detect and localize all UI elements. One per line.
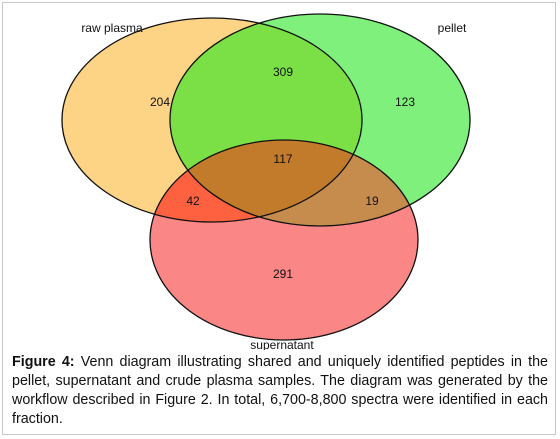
region-value: 123 <box>395 95 415 109</box>
set-label: pellet <box>438 21 467 35</box>
region-value: 117 <box>273 152 292 166</box>
region-value: 42 <box>186 194 200 208</box>
region-value: 309 <box>273 65 293 79</box>
set-outline <box>61 17 363 223</box>
venn-diagram: raw plasma pellet supernatant 204 123 291 309 4… <box>61 13 471 350</box>
caption-text: Venn diagram illustrating shared and uni… <box>12 354 548 427</box>
set-outline <box>169 13 471 227</box>
region-value: 204 <box>150 95 170 109</box>
caption-label: Figure 4: <box>12 354 75 370</box>
region-value: 291 <box>273 267 293 281</box>
set-outline <box>149 139 419 341</box>
region-value: 19 <box>365 194 379 208</box>
set-label: supernatant <box>250 338 314 350</box>
figure-frame <box>2 2 556 435</box>
set-label: raw plasma <box>81 21 143 35</box>
caption: Figure 4: Venn diagram illustrating shar… <box>12 353 548 429</box>
